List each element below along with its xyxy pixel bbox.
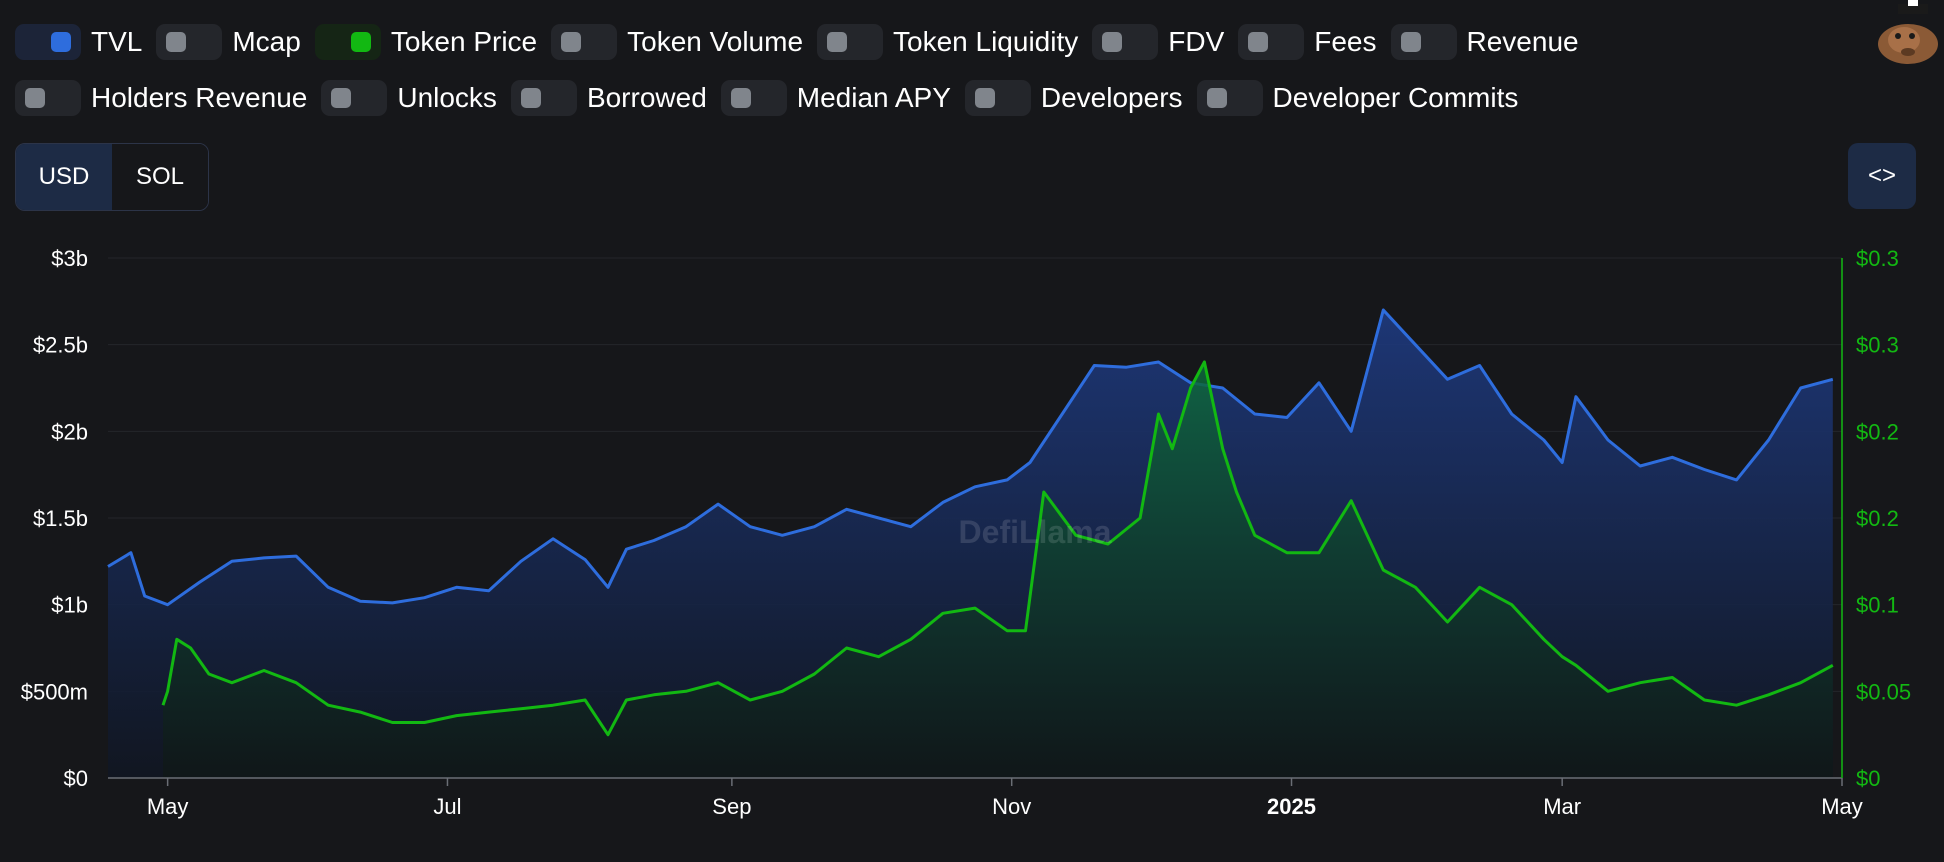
x-tick-label: Mar bbox=[1543, 794, 1581, 819]
y-right-tick-label: $0.3 bbox=[1856, 333, 1899, 358]
toggle-label: Developers bbox=[1040, 82, 1183, 113]
watermark: DefiLlama bbox=[959, 514, 1112, 550]
toggle-knob bbox=[350, 32, 371, 52]
toggle-label: FDV bbox=[1168, 26, 1225, 57]
toggle-token-volume[interactable]: Token Volume bbox=[551, 24, 803, 60]
denomination-sol-button[interactable]: SOL bbox=[112, 144, 208, 210]
y-left-tick-label: $3b bbox=[51, 246, 88, 271]
toggle-knob bbox=[51, 32, 71, 52]
toggle-knob bbox=[1102, 32, 1123, 52]
x-tick-label: 2025 bbox=[1267, 794, 1316, 819]
toggle-knob bbox=[331, 88, 352, 108]
price-line bbox=[161, 360, 1834, 737]
toggle-switch[interactable] bbox=[510, 80, 577, 116]
toggle-switch[interactable] bbox=[314, 24, 381, 60]
toggle-knob bbox=[1206, 88, 1227, 108]
toggle-knob bbox=[1400, 32, 1421, 52]
toggle-switch[interactable] bbox=[964, 80, 1031, 116]
toggle-revenue[interactable]: Revenue bbox=[1390, 24, 1579, 60]
y-right-tick-label: $0.1 bbox=[1856, 593, 1899, 618]
toggle-knob bbox=[974, 88, 995, 108]
toggle-label: Token Liquidity bbox=[893, 26, 1079, 57]
llama-avatar[interactable] bbox=[1868, 0, 1944, 70]
toggle-label: Fees bbox=[1314, 26, 1377, 57]
toggle-label: Token Price bbox=[390, 26, 538, 57]
y-right-tick-label: $0.2 bbox=[1856, 419, 1899, 444]
toggle-switch[interactable] bbox=[1092, 24, 1159, 60]
code-brackets-icon: <> bbox=[1867, 162, 1897, 189]
metric-toggle-row-2: Holders Revenue Unlocks Borrowed Median APY… bbox=[15, 76, 1855, 120]
toggle-switch[interactable] bbox=[15, 24, 81, 60]
toggle-switch[interactable] bbox=[1196, 80, 1263, 116]
x-tick-label: May bbox=[147, 794, 189, 819]
toggle-token-liquidity[interactable]: Token Liquidity bbox=[817, 24, 1078, 60]
toggle-label: Revenue bbox=[1466, 26, 1579, 57]
toggle-holders-revenue[interactable]: Holders Revenue bbox=[15, 80, 307, 116]
x-tick-label: May bbox=[1821, 794, 1863, 819]
tvl-line bbox=[107, 308, 1834, 607]
y-left-tick-label: $1.5b bbox=[33, 506, 88, 531]
y-right-tick-label: $0.05 bbox=[1856, 679, 1911, 704]
y-left-tick-label: $2.5b bbox=[33, 333, 88, 358]
toggle-borrowed[interactable]: Borrowed bbox=[510, 80, 707, 116]
toggle-label: TVL bbox=[91, 26, 143, 57]
denomination-selector: USD SOL bbox=[15, 143, 209, 211]
toggle-knob bbox=[1248, 32, 1269, 52]
price-area bbox=[163, 362, 1833, 778]
toggle-switch[interactable] bbox=[1390, 24, 1457, 60]
toggle-unlocks[interactable]: Unlocks bbox=[321, 80, 497, 116]
x-tick-label: Nov bbox=[992, 794, 1031, 819]
denomination-usd-button[interactable]: USD bbox=[16, 144, 112, 210]
toggle-fdv[interactable]: FDV bbox=[1092, 24, 1224, 60]
toggle-switch[interactable] bbox=[1238, 24, 1305, 60]
toggle-developers[interactable]: Developers bbox=[964, 80, 1183, 116]
y-left-tick-label: $500m bbox=[21, 679, 88, 704]
toggle-label: Mcap bbox=[232, 26, 301, 57]
toggle-label: Holders Revenue bbox=[91, 82, 308, 113]
toggle-label: Unlocks bbox=[397, 82, 497, 113]
y-right-tick-label: $0.3 bbox=[1856, 246, 1899, 271]
toggle-label: Developer Commits bbox=[1272, 82, 1519, 113]
toggle-knob bbox=[730, 88, 751, 108]
toggle-label: Median APY bbox=[796, 82, 951, 113]
toggle-knob bbox=[561, 32, 582, 52]
toggle-switch[interactable] bbox=[551, 24, 618, 60]
toggle-knob bbox=[520, 88, 541, 108]
x-tick-label: Sep bbox=[712, 794, 751, 819]
toggle-fees[interactable]: Fees bbox=[1238, 24, 1377, 60]
toggle-knob bbox=[166, 32, 187, 52]
toggle-label: Borrowed bbox=[586, 82, 707, 113]
metric-toggle-row-1: TVL Mcap Token Price Token Volume Token Liqu… bbox=[15, 20, 1855, 64]
toggle-mcap[interactable]: Mcap bbox=[156, 24, 301, 60]
toggle-tvl[interactable]: TVL bbox=[15, 24, 142, 60]
toggle-switch[interactable] bbox=[817, 24, 884, 60]
toggle-median-apy[interactable]: Median APY bbox=[720, 80, 951, 116]
y-left-tick-label: $1b bbox=[51, 593, 88, 618]
toggle-switch[interactable] bbox=[321, 80, 388, 116]
toggle-knob bbox=[25, 88, 45, 108]
embed-code-button[interactable]: <> bbox=[1848, 143, 1916, 209]
x-tick-label: Jul bbox=[433, 794, 461, 819]
y-left-tick-label: $2b bbox=[51, 419, 88, 444]
y-right-tick-label: $0 bbox=[1856, 766, 1880, 791]
toggle-token-price[interactable]: Token Price bbox=[314, 24, 538, 60]
toggle-label: Token Volume bbox=[627, 26, 804, 57]
toggle-switch[interactable] bbox=[720, 80, 787, 116]
y-left-tick-label: $0 bbox=[64, 766, 88, 791]
toggle-knob bbox=[827, 32, 848, 52]
toggle-developer-commits[interactable]: Developer Commits bbox=[1196, 80, 1519, 116]
toggle-switch[interactable] bbox=[156, 24, 223, 60]
metric-toggles: TVL Mcap Token Price Token Volume Token Liqu… bbox=[15, 20, 1855, 132]
toggle-switch[interactable] bbox=[15, 80, 81, 116]
y-right-tick-label: $0.2 bbox=[1856, 506, 1899, 531]
